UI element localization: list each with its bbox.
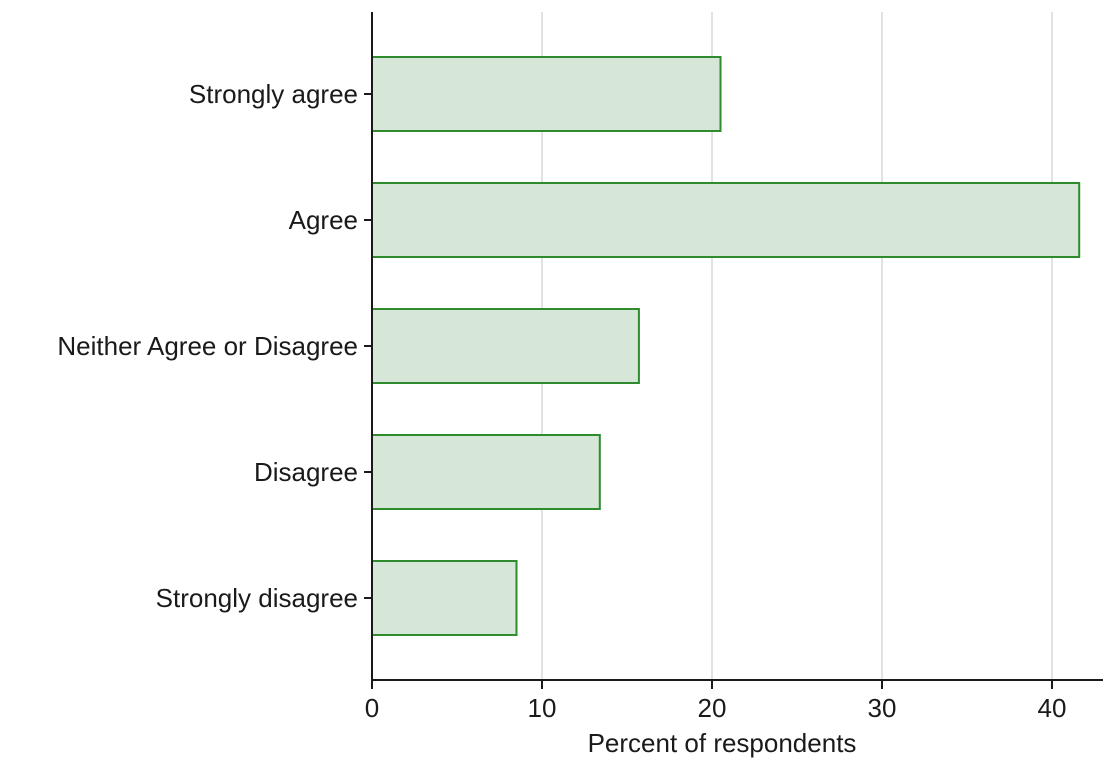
category-label: Agree — [289, 205, 358, 235]
x-tick-label-10: 10 — [528, 693, 557, 723]
category-label: Strongly agree — [189, 79, 358, 109]
category-label: Strongly disagree — [156, 583, 358, 613]
bar-neither-agree-or-disagree — [371, 308, 640, 384]
x-ticks: 0 10 20 30 40 — [365, 680, 1067, 723]
x-tick-label-0: 0 — [365, 693, 379, 723]
x-axis-title: Percent of respondents — [588, 728, 857, 758]
bar-disagree — [371, 434, 601, 510]
category-label: Disagree — [254, 457, 358, 487]
x-tick-label-30: 30 — [868, 693, 897, 723]
bar-strongly-disagree — [371, 560, 518, 636]
x-tick-label-40: 40 — [1038, 693, 1067, 723]
bar-agree — [371, 182, 1081, 258]
category-labels: Strongly agree Agree Neither Agree or Disa… — [57, 79, 372, 613]
category-label: Neither Agree or Disagree — [57, 331, 358, 361]
bar-strongly-agree — [371, 56, 722, 132]
bars — [371, 56, 1081, 636]
x-tick-label-20: 20 — [698, 693, 727, 723]
